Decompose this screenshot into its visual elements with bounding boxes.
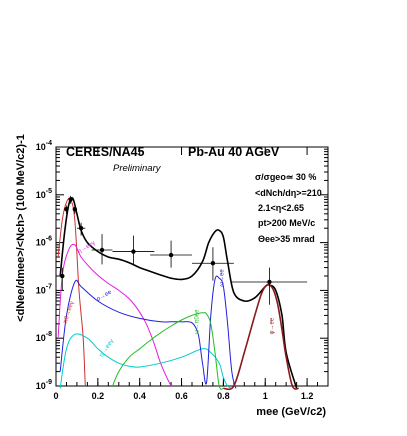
x-tick-label: 0.8 <box>217 391 230 401</box>
y-tick-exponent: -8 <box>46 331 52 338</box>
x-tick-label: 0 <box>53 391 58 401</box>
y-tick-exponent: -9 <box>46 379 52 386</box>
data-point <box>168 252 174 258</box>
y-tick-exponent: -5 <box>46 188 52 195</box>
x-tick-label: 1 <box>263 391 268 401</box>
cut-label: pt>200 MeV/c <box>258 218 315 228</box>
series-line <box>59 333 233 389</box>
y-tick-label: 10-4 <box>36 140 52 152</box>
x-axis-label: mee (GeV/c2) <box>256 406 326 418</box>
series-line <box>59 275 237 389</box>
data-point <box>131 249 136 254</box>
cut-label: Θee>35 mrad <box>258 234 315 244</box>
x-tick-label: 0.2 <box>92 391 105 401</box>
curve-label: ω→π0ee <box>194 309 200 334</box>
data-point <box>64 206 69 212</box>
preliminary-label: Preliminary <box>113 163 162 174</box>
data-point <box>210 261 216 266</box>
y-tick-exponent: -7 <box>46 283 52 290</box>
curve-label: φ→ee <box>270 317 276 334</box>
curve-label: η'→eeγ <box>99 338 115 358</box>
y-tick-label: 10-5 <box>36 188 52 200</box>
data-point <box>99 247 105 253</box>
y-tick-exponent: -4 <box>46 140 52 147</box>
curve-label: ω→ee <box>219 269 225 287</box>
curve-label: π0→eeγ <box>63 301 76 325</box>
y-tick-exponent: -6 <box>46 236 52 243</box>
series-line <box>112 312 224 390</box>
y-tick-label: 10-6 <box>36 236 52 248</box>
x-tick-label: 1.2 <box>301 391 314 401</box>
series-line <box>223 283 299 391</box>
data-point <box>267 279 272 285</box>
y-tick-label: 10-7 <box>36 283 52 295</box>
cut-label: 2.1<η<2.65 <box>258 203 304 213</box>
chart-title: CERES/NA45 <box>66 145 145 159</box>
cut-label: <dNch/dη>=210 <box>255 188 322 198</box>
x-tick-label: 0.6 <box>175 391 188 401</box>
y-tick-label: 10-8 <box>36 331 52 343</box>
data-point <box>68 197 73 202</box>
series-line <box>57 243 172 387</box>
y-axis-label: <dNee/dmee>/<Nch> (100 MeV/c2)-1 <box>15 134 27 322</box>
curve-label: ρ→ee <box>96 289 114 303</box>
series-line <box>57 197 86 387</box>
plot-frame <box>55 146 329 387</box>
chart-system: Pb-Au 40 AGeV <box>188 145 280 159</box>
data-points-layer <box>60 195 308 305</box>
y-tick-label: 10-9 <box>36 379 52 391</box>
data-point <box>60 273 65 279</box>
data-point <box>78 226 84 231</box>
cut-label: σ/σgeo≃ 30 % <box>255 172 316 182</box>
x-tick-label: 0.4 <box>133 391 146 401</box>
data-point <box>72 206 78 212</box>
